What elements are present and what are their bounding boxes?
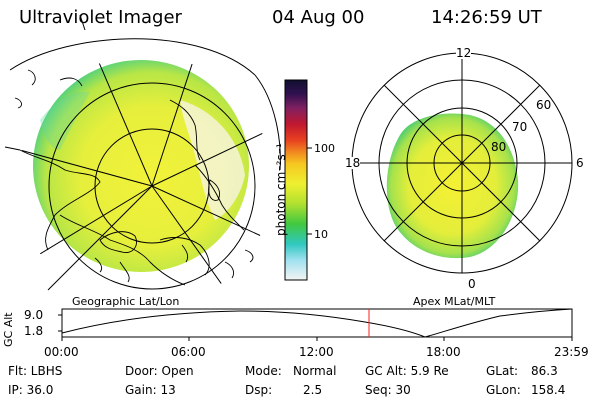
mode-label: Mode: <box>245 364 282 378</box>
altitude-x-tick: 18:00 <box>426 345 461 359</box>
apex-lat-80: 80 <box>491 140 507 154</box>
altitude-x-tick: 12:00 <box>299 345 334 359</box>
glon-value: 158.4 <box>531 383 566 397</box>
apex-mlt-18: 18 <box>345 156 361 170</box>
door-status: Door: Open <box>125 364 194 378</box>
apex-mlt-12: 12 <box>456 46 472 60</box>
dsp-value: 2.5 <box>303 383 323 397</box>
glon-label: GLon: <box>486 383 521 397</box>
glat-value: 86.3 <box>531 364 558 378</box>
gain-value: Gain: 13 <box>125 383 176 397</box>
geo-image-disk <box>33 60 249 272</box>
dsp-label: Dsp: <box>245 383 273 397</box>
altitude-ylabel: GC Alt <box>2 312 15 347</box>
altitude-y-top: 9.0 <box>24 308 44 322</box>
geo-coastlines <box>14 69 254 286</box>
image-date: 04 Aug 00 <box>272 7 365 28</box>
glat-label: GLat: <box>486 364 519 378</box>
apex-lat-70: 70 <box>512 120 528 134</box>
altitude-x-tick: 00:00 <box>44 345 79 359</box>
instrument-title: Ultraviolet Imager <box>19 7 182 28</box>
mode-value: Normal <box>293 364 337 378</box>
colorbar <box>284 79 312 281</box>
colorbar-tick-10: 10 <box>314 228 328 241</box>
gc-altitude: GC Alt: 5.9 Re <box>365 364 449 378</box>
apex-mlt-6: 6 <box>576 156 584 170</box>
geo-panel-caption: Geographic Lat/Lon <box>72 295 180 308</box>
sequence-number: Seq: 30 <box>365 383 411 397</box>
altitude-y-bottom: 1.8 <box>24 324 44 338</box>
apex-lat-60: 60 <box>536 98 552 112</box>
altitude-x-tick: 23:59 <box>554 345 589 359</box>
altitude-x-tick: 06:00 <box>171 345 206 359</box>
ip-label: IP: 36.0 <box>8 383 54 397</box>
apex-panel-caption: Apex MLat/MLT <box>413 295 496 308</box>
colorbar-unit-label: photon cm⁻²s⁻¹ <box>274 143 288 236</box>
apex-image-blob <box>386 113 519 259</box>
altitude-plot <box>58 308 573 341</box>
filter-label: Flt: LBHS <box>8 364 63 378</box>
apex-mlt-0: 0 <box>468 277 476 291</box>
colorbar-tick-100: 100 <box>314 142 335 155</box>
apex-grid <box>351 52 573 274</box>
image-time: 14:26:59 UT <box>431 7 542 28</box>
